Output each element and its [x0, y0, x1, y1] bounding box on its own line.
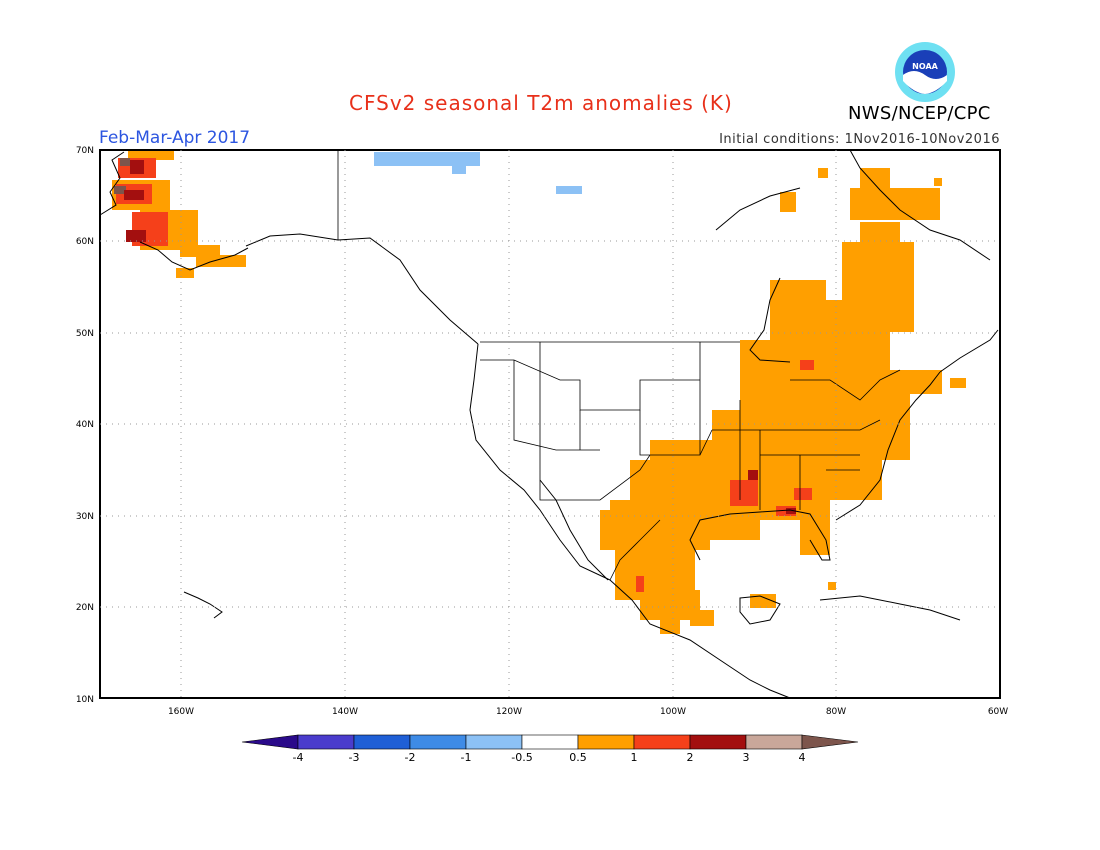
colorbar-left-arrow — [241, 734, 299, 750]
colorbar-tick-label: -0.5 — [511, 751, 532, 764]
colorbar-cell — [633, 734, 691, 750]
colorbar-cell — [577, 734, 635, 750]
colorbar-tick-label: 2 — [687, 751, 694, 764]
lon-label: 140W — [332, 707, 358, 717]
colorbar-cell — [409, 734, 467, 750]
lon-label: 100W — [660, 707, 686, 717]
lat-label: 50N — [76, 329, 94, 339]
colorbar-tick-label: -1 — [461, 751, 472, 764]
lon-label: 120W — [496, 707, 522, 717]
colorbar-cells — [241, 734, 859, 750]
lat-label: 40N — [76, 420, 94, 430]
colorbar-tick-label: 3 — [743, 751, 750, 764]
svg-text:NOAA: NOAA — [912, 62, 938, 71]
colorbar-cell — [353, 734, 411, 750]
colorbar-cell — [297, 734, 355, 750]
coastlines — [99, 149, 999, 699]
latitude-labels: 70N 60N 50N 40N 30N 20N 10N — [76, 146, 94, 705]
colorbar-right-arrow — [801, 734, 859, 750]
colorbar-tick-label: 4 — [799, 751, 806, 764]
colorbar-tick-label: -4 — [293, 751, 304, 764]
lon-label: 80W — [826, 707, 846, 717]
initial-conditions: Initial conditions: 1Nov2016-10Nov2016 — [719, 132, 1000, 147]
lat-label: 70N — [76, 146, 94, 156]
lon-label: 160W — [168, 707, 194, 717]
season-label: Feb-Mar-Apr 2017 — [99, 128, 251, 148]
colorbar-labels: -4 -3 -2 -1 -0.5 0.5 1 2 3 4 — [293, 751, 806, 764]
map-title: CFSv2 seasonal T2m anomalies (K) — [349, 91, 733, 115]
lat-label: 20N — [76, 603, 94, 613]
colorbar-cell — [689, 734, 747, 750]
political-borders — [337, 150, 901, 581]
colorbar-cell — [745, 734, 803, 750]
colorbar-cell — [521, 734, 579, 750]
colorbar-tick-label: -2 — [405, 751, 416, 764]
graticule — [100, 150, 1000, 698]
colorbar-tick-label: 1 — [631, 751, 638, 764]
lat-label: 30N — [76, 512, 94, 522]
lat-label: 10N — [76, 695, 94, 705]
agency-label: NWS/NCEP/CPC — [848, 103, 991, 124]
lon-label: 60W — [988, 707, 1008, 717]
lat-label: 60N — [76, 237, 94, 247]
colorbar-tick-label: -3 — [349, 751, 360, 764]
longitude-labels: 160W 140W 120W 100W 80W 60W — [168, 707, 1008, 717]
colorbar-cell — [465, 734, 523, 750]
colorbar-tick-label: 0.5 — [569, 751, 587, 764]
anomaly-shading — [112, 150, 966, 634]
noaa-logo: NOAA — [895, 42, 955, 102]
